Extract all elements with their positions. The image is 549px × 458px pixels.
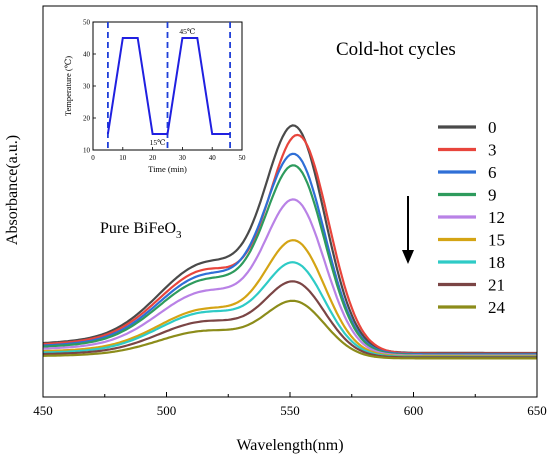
inset-x-tick-label: 30: [179, 154, 187, 162]
series-line-24: [43, 299, 537, 360]
legend-label-12: 12: [488, 208, 505, 227]
legend-label-21: 21: [488, 276, 505, 295]
title-annotation: Cold-hot cycles: [336, 39, 456, 60]
sample-label: Pure BiFeO3: [100, 220, 182, 241]
inset-x-tick-label: 20: [149, 154, 157, 162]
inset-y-tick-label: 30: [83, 83, 91, 91]
y-axis-label: Absorbance(a.u.): [4, 135, 21, 245]
inset-y-tick-label: 50: [83, 19, 91, 27]
x-tick-label: 650: [527, 403, 547, 418]
inset-temperature-line: [106, 37, 231, 135]
inset-y-tick-label: 40: [83, 51, 91, 59]
legend-label-24: 24: [488, 298, 506, 317]
inset-annotation: 15℃: [150, 138, 166, 147]
inset-y-tick-label: 20: [83, 115, 91, 123]
x-tick-label: 600: [404, 403, 424, 418]
x-tick-label: 550: [280, 403, 300, 418]
x-axis-ticks: 450 500 550 600 650: [33, 392, 547, 418]
legend-label-15: 15: [488, 231, 505, 250]
legend-label-6: 6: [488, 163, 497, 182]
inset-x-tick-label: 50: [239, 154, 247, 162]
legend-label-18: 18: [488, 253, 505, 272]
inset-x-tick-label: 40: [209, 154, 217, 162]
spectra-curves: [42, 124, 537, 360]
legend-label-0: 0: [488, 118, 497, 137]
inset-x-tick-label: 10: [119, 154, 127, 162]
legend: 0 3 6 9 12 15 18 21 24: [438, 118, 506, 317]
inset-x-tick-label: 0: [91, 154, 95, 162]
trend-arrow: [402, 196, 414, 264]
x-tick-label: 500: [157, 403, 177, 418]
inset-annotation: 45℃: [179, 27, 195, 36]
inset-y-tick-label: 10: [83, 147, 91, 155]
series-line-3: [42, 133, 537, 355]
x-tick-label: 450: [33, 403, 53, 418]
legend-label-9: 9: [488, 186, 497, 205]
x-axis-label: Wavelength(nm): [236, 437, 343, 454]
inset-y-label: Temperature (℃): [63, 56, 73, 116]
legend-label-3: 3: [488, 141, 497, 160]
series-line-6: [42, 152, 537, 356]
inset-x-label: Time (min): [148, 164, 187, 174]
